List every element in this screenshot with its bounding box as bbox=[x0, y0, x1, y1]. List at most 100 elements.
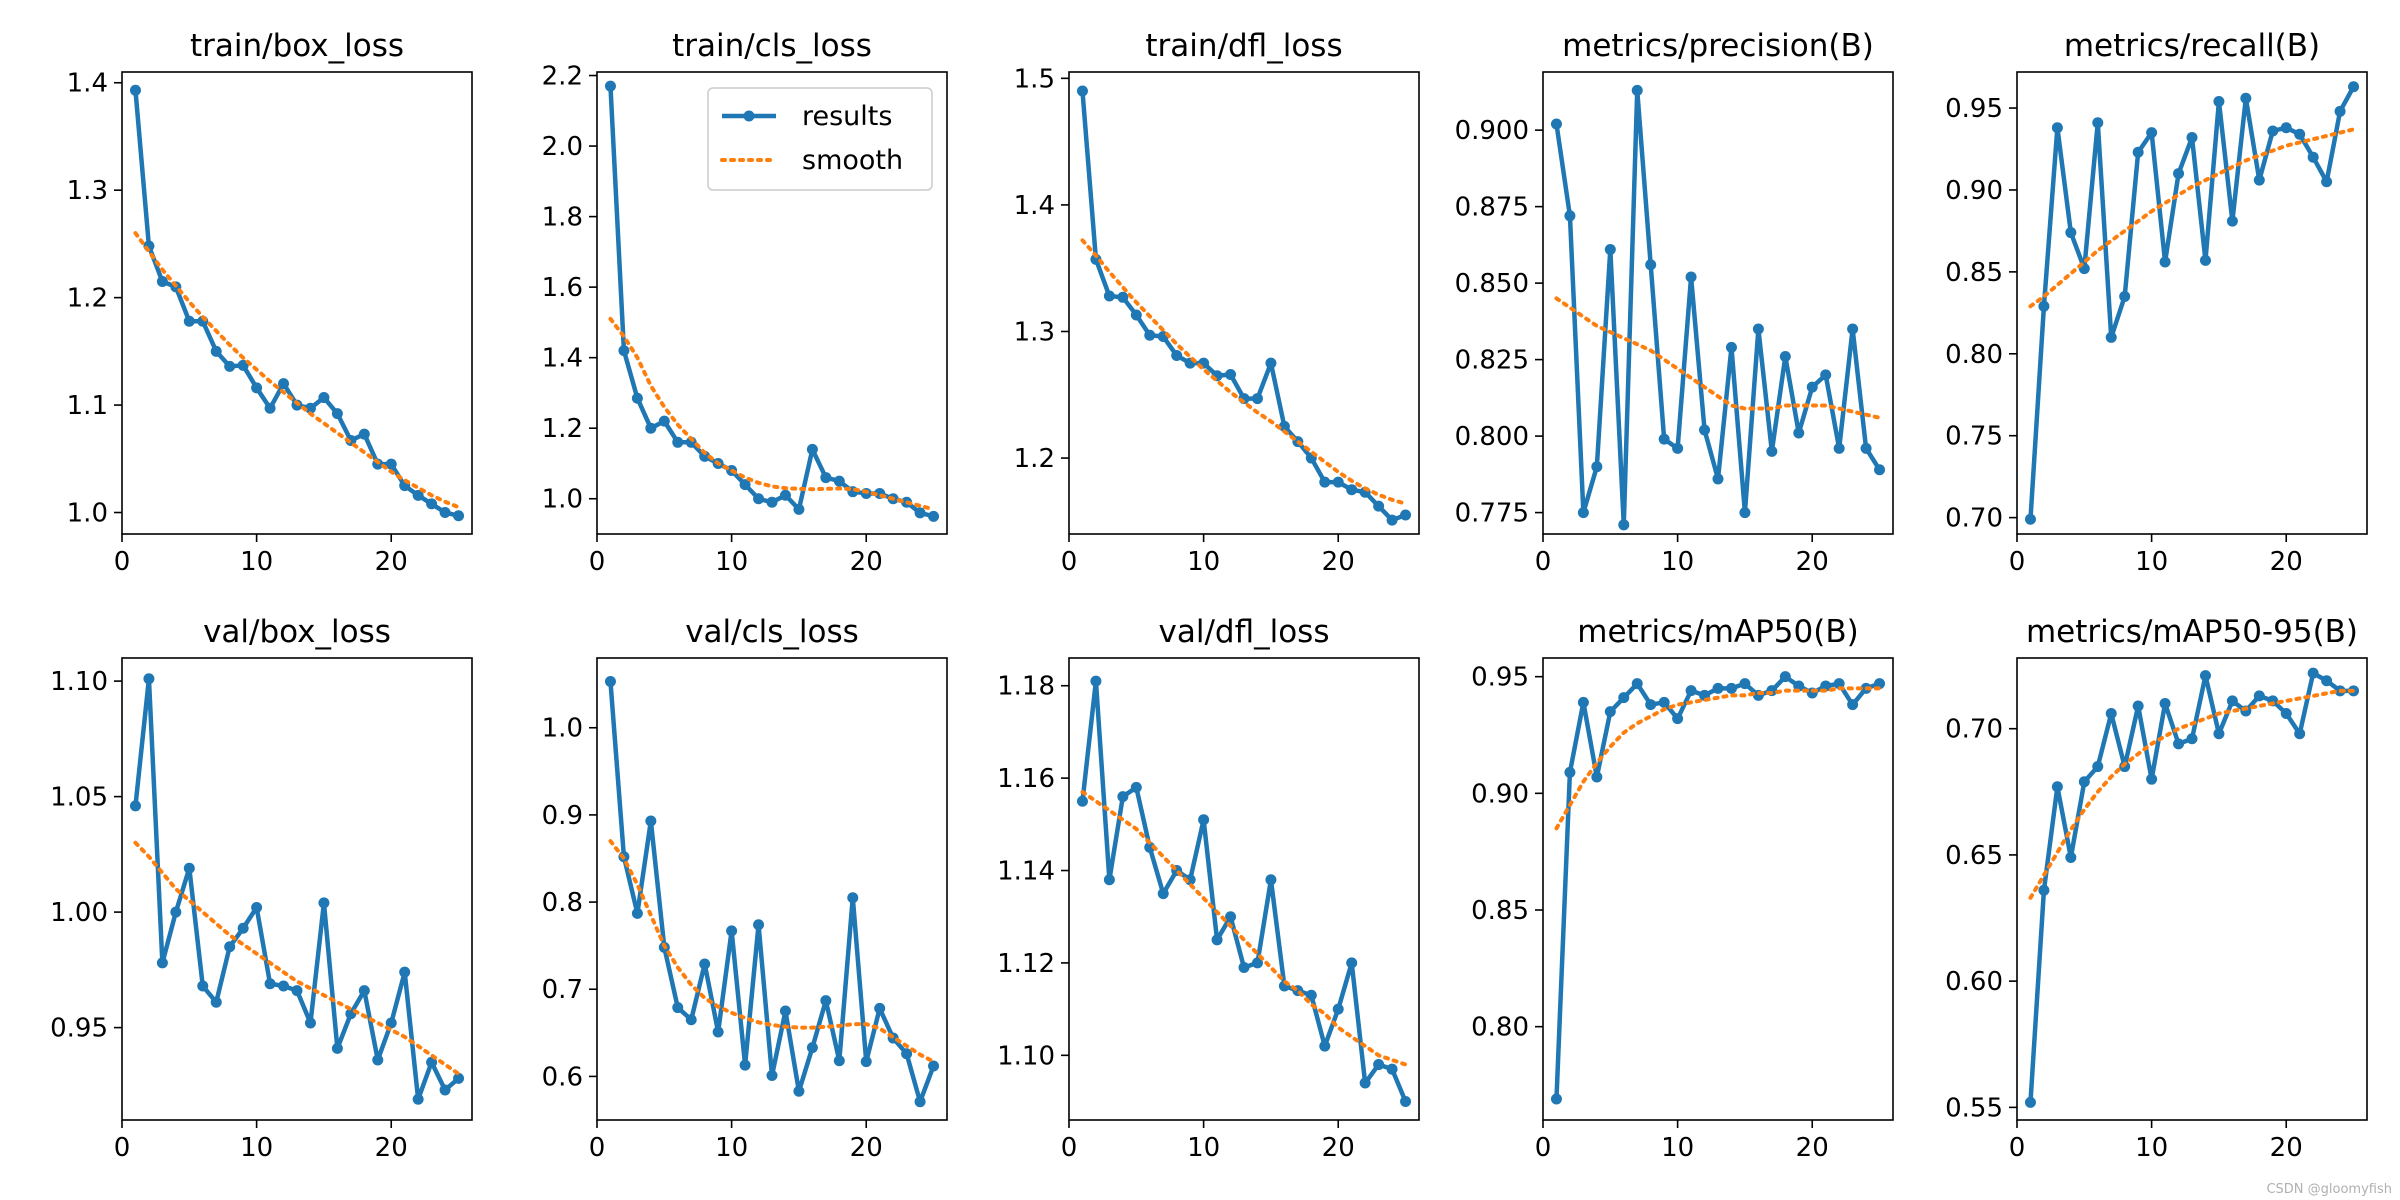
results-point bbox=[1130, 781, 1142, 793]
results-point bbox=[1103, 290, 1115, 302]
x-tick-label: 20 bbox=[1796, 1133, 1829, 1163]
results-point bbox=[645, 815, 657, 827]
results-point bbox=[1820, 369, 1832, 381]
results-point bbox=[1860, 442, 1872, 454]
results-point bbox=[1332, 476, 1344, 488]
results-point bbox=[278, 378, 290, 390]
results-point bbox=[2159, 697, 2171, 709]
results-point bbox=[1725, 682, 1737, 694]
results-point bbox=[264, 978, 276, 990]
results-point bbox=[2051, 781, 2063, 793]
results-point bbox=[726, 925, 738, 937]
results-point bbox=[1672, 713, 1684, 725]
y-tick-label: 1.00 bbox=[50, 898, 108, 928]
results-point bbox=[1386, 1063, 1398, 1075]
results-point bbox=[2038, 884, 2050, 896]
results-point bbox=[779, 1005, 791, 1017]
results-point bbox=[2173, 738, 2185, 750]
axes-frame bbox=[1542, 657, 1894, 1121]
x-tick-label: 10 bbox=[240, 547, 273, 577]
results-point bbox=[1319, 476, 1331, 488]
results-point bbox=[1739, 678, 1751, 690]
results-point bbox=[2146, 127, 2158, 139]
x-tick-label: 20 bbox=[1322, 1133, 1355, 1163]
chart-train-dfl-loss: train/dfl_loss 0 10 20 1.2 1.3 1.4 1.5 bbox=[1014, 28, 1420, 577]
results-point bbox=[156, 957, 168, 969]
results-point bbox=[1645, 259, 1657, 271]
results-point bbox=[753, 919, 765, 931]
results-point bbox=[1577, 507, 1589, 519]
chart-title: train/cls_loss bbox=[672, 28, 872, 64]
results-point bbox=[1793, 427, 1805, 439]
results-point bbox=[2119, 290, 2131, 302]
y-tick-label: 1.05 bbox=[50, 783, 108, 813]
y-tick-label: 0.900 bbox=[1455, 116, 1529, 146]
results-point bbox=[1604, 706, 1616, 718]
results-point bbox=[766, 496, 778, 508]
results-point bbox=[1591, 771, 1603, 783]
results-point bbox=[1400, 509, 1412, 521]
results-point bbox=[2024, 1096, 2036, 1108]
results-point bbox=[318, 897, 330, 909]
results-point bbox=[439, 1084, 451, 1096]
legend: results smooth bbox=[707, 87, 933, 191]
results-point bbox=[2307, 667, 2319, 679]
results-point bbox=[372, 1054, 384, 1066]
y-tick-label: 1.10 bbox=[50, 667, 108, 697]
x-tick-label: 20 bbox=[2270, 547, 2303, 577]
results-point bbox=[385, 458, 397, 470]
results-point bbox=[1157, 888, 1169, 900]
results-point bbox=[1618, 519, 1630, 531]
results-point bbox=[1346, 484, 1358, 496]
results-point bbox=[2038, 300, 2050, 312]
x-tick-label: 10 bbox=[2135, 547, 2168, 577]
axes-frame bbox=[121, 71, 473, 535]
y-tick-label: 1.0 bbox=[542, 485, 583, 515]
results-point bbox=[928, 1060, 940, 1072]
x-tick-label: 20 bbox=[375, 1133, 408, 1163]
x-tick-label: 0 bbox=[589, 547, 606, 577]
results-point bbox=[2024, 513, 2036, 525]
results-point bbox=[1874, 464, 1886, 476]
y-tick-label: 0.65 bbox=[1945, 841, 2003, 871]
results-point bbox=[604, 80, 616, 92]
results-point bbox=[604, 676, 616, 688]
x-tick-label: 20 bbox=[1796, 547, 1829, 577]
series-smooth-line bbox=[133, 231, 461, 510]
results-point bbox=[2294, 128, 2306, 140]
chart-metrics-map50-b: metrics/mAP50(B) 0 10 20 0.80 0.85 0.90 0.95 bbox=[1471, 614, 1894, 1163]
results-point bbox=[1373, 1059, 1385, 1071]
results-point bbox=[699, 450, 711, 462]
chart-title: val/dfl_loss bbox=[1159, 614, 1330, 650]
y-tick-label: 1.12 bbox=[997, 949, 1055, 979]
results-point bbox=[1564, 766, 1576, 778]
x-tick-label: 20 bbox=[2270, 1133, 2303, 1163]
series-smooth-line bbox=[133, 840, 461, 1076]
results-point bbox=[860, 1056, 872, 1068]
chart-val-dfl-loss: val/dfl_loss 0 10 20 1.10 1.12 1.14 1.16 1.18 bbox=[997, 614, 1420, 1163]
x-tick-label: 10 bbox=[715, 1133, 748, 1163]
results-point bbox=[2199, 670, 2211, 682]
results-point bbox=[1847, 699, 1859, 711]
results-point bbox=[358, 985, 370, 997]
results-point bbox=[304, 402, 316, 414]
results-point bbox=[2173, 168, 2185, 180]
results-point bbox=[1346, 957, 1358, 969]
results-point bbox=[766, 1070, 778, 1082]
results-point bbox=[712, 1026, 724, 1038]
results-point bbox=[331, 1042, 343, 1054]
y-tick-label: 1.10 bbox=[997, 1041, 1055, 1071]
y-tick-label: 0.90 bbox=[1471, 779, 1529, 809]
results-point bbox=[412, 1093, 424, 1105]
chart-metrics-recall-b: metrics/recall(B) 0 10 20 0.70 0.75 0.80 0.85 0.… bbox=[1945, 28, 2368, 577]
x-tick-label: 20 bbox=[850, 547, 883, 577]
results-point bbox=[224, 360, 236, 372]
results-point bbox=[210, 345, 222, 357]
y-tick-label: 0.9 bbox=[542, 801, 583, 831]
results-point bbox=[1319, 1040, 1331, 1052]
y-tick-label: 1.4 bbox=[67, 69, 108, 99]
y-tick-label: 0.95 bbox=[50, 1014, 108, 1044]
results-point bbox=[318, 392, 330, 404]
y-tick-label: 1.4 bbox=[542, 344, 583, 374]
y-tick-label: 0.75 bbox=[1945, 422, 2003, 452]
